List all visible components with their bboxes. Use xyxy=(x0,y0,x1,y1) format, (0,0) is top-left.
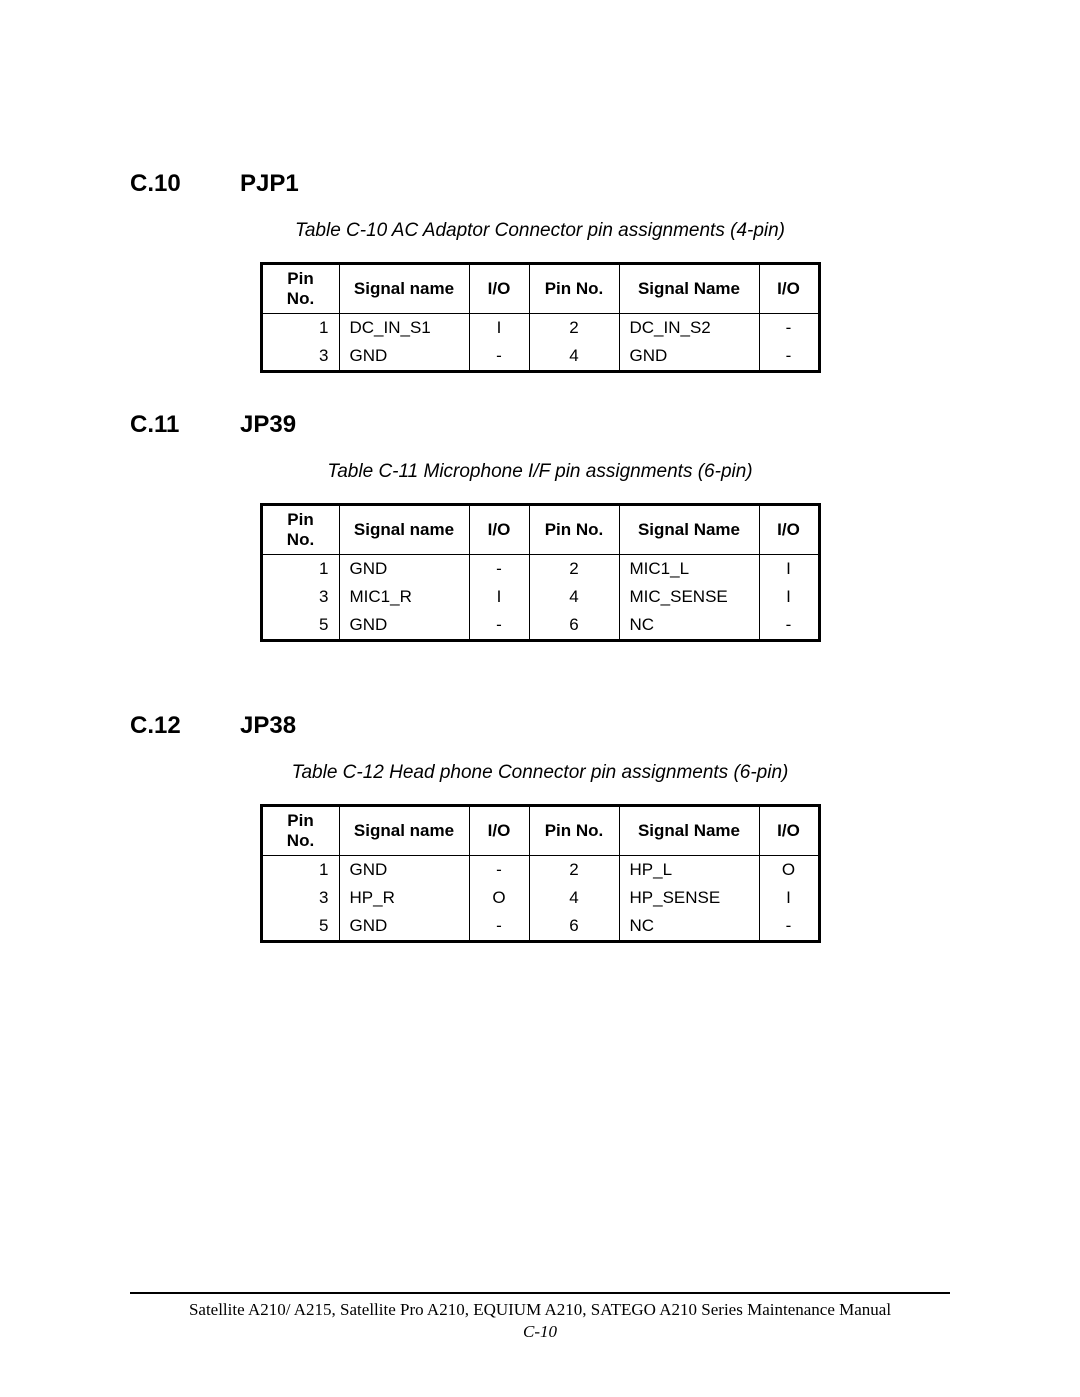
table-cell: 6 xyxy=(529,912,619,942)
table-caption: Table C-10 AC Adaptor Connector pin assi… xyxy=(130,220,950,242)
table-cell: - xyxy=(469,912,529,942)
table-cell: HP_L xyxy=(619,856,759,885)
table-cell: I xyxy=(759,555,819,584)
table-cell: GND xyxy=(339,342,469,372)
section-number: C.10 xyxy=(130,170,240,198)
table-cell: MIC1_L xyxy=(619,555,759,584)
table-cell: DC_IN_S2 xyxy=(619,314,759,343)
table-cell: 2 xyxy=(529,555,619,584)
section-C-10: C.10PJP1 Table C-10 AC Adaptor Connector … xyxy=(130,170,950,373)
table-cell: - xyxy=(759,342,819,372)
table-cell: GND xyxy=(339,912,469,942)
table-cell: GND xyxy=(339,555,469,584)
table-cell: 2 xyxy=(529,856,619,885)
table-row: 1DC_IN_S1I2DC_IN_S2- xyxy=(261,314,819,343)
table-row: 5GND-6NC- xyxy=(261,912,819,942)
table-header: Signal Name xyxy=(619,505,759,555)
table-header: Pin No. xyxy=(261,806,339,856)
table-cell: O xyxy=(469,884,529,912)
table-header: I/O xyxy=(469,806,529,856)
pin-table: Pin No.Signal nameI/OPin No.Signal NameI… xyxy=(260,804,821,943)
table-cell: NC xyxy=(619,912,759,942)
table-header: Signal name xyxy=(339,264,469,314)
table-row: 3MIC1_RI4MIC_SENSEI xyxy=(261,583,819,611)
table-cell: GND xyxy=(339,856,469,885)
table-cell: GND xyxy=(339,611,469,641)
table-cell: HP_SENSE xyxy=(619,884,759,912)
section-number: C.11 xyxy=(130,411,240,439)
table-header: I/O xyxy=(759,264,819,314)
table-cell: 6 xyxy=(529,611,619,641)
table-header: I/O xyxy=(469,264,529,314)
page: C.10PJP1 Table C-10 AC Adaptor Connector … xyxy=(0,0,1080,1397)
page-footer: Satellite A210/ A215, Satellite Pro A210… xyxy=(130,1292,950,1342)
footer-text: Satellite A210/ A215, Satellite Pro A210… xyxy=(130,1300,950,1320)
table-cell: MIC1_R xyxy=(339,583,469,611)
table-cell: 5 xyxy=(261,611,339,641)
table-cell: - xyxy=(759,611,819,641)
footer-page-number: C-10 xyxy=(130,1322,950,1342)
table-caption: Table C-11 Microphone I/F pin assignment… xyxy=(130,461,950,483)
table-cell: 4 xyxy=(529,884,619,912)
table-cell: 5 xyxy=(261,912,339,942)
table-row: 3HP_RO4HP_SENSEI xyxy=(261,884,819,912)
table-cell: MIC_SENSE xyxy=(619,583,759,611)
table-cell: DC_IN_S1 xyxy=(339,314,469,343)
table-cell: 3 xyxy=(261,884,339,912)
table-header: I/O xyxy=(469,505,529,555)
table-cell: 1 xyxy=(261,856,339,885)
table-row: 5GND-6NC- xyxy=(261,611,819,641)
pin-table: Pin No.Signal nameI/OPin No.Signal NameI… xyxy=(260,262,821,373)
table-header: I/O xyxy=(759,806,819,856)
table-cell: 4 xyxy=(529,342,619,372)
table-cell: 1 xyxy=(261,314,339,343)
table-header: Pin No. xyxy=(261,505,339,555)
table-header: Signal name xyxy=(339,505,469,555)
section-title: JP38 xyxy=(240,712,296,739)
table-cell: HP_R xyxy=(339,884,469,912)
table-cell: 3 xyxy=(261,342,339,372)
section-C-12: C.12JP38 Table C-12 Head phone Connector … xyxy=(130,712,950,943)
table-cell: I xyxy=(469,583,529,611)
table-cell: I xyxy=(759,884,819,912)
table-row: 1GND-2MIC1_LI xyxy=(261,555,819,584)
table-cell: 3 xyxy=(261,583,339,611)
table-cell: - xyxy=(469,342,529,372)
table-cell: - xyxy=(759,314,819,343)
footer-divider xyxy=(130,1292,950,1294)
table-cell: 2 xyxy=(529,314,619,343)
table-cell: GND xyxy=(619,342,759,372)
table-cell: - xyxy=(469,555,529,584)
pin-table: Pin No.Signal nameI/OPin No.Signal NameI… xyxy=(260,503,821,642)
table-header: Signal Name xyxy=(619,806,759,856)
table-cell: 4 xyxy=(529,583,619,611)
table-cell: O xyxy=(759,856,819,885)
table-caption: Table C-12 Head phone Connector pin assi… xyxy=(130,762,950,784)
table-header: Pin No. xyxy=(529,264,619,314)
table-header: I/O xyxy=(759,505,819,555)
table-cell: I xyxy=(759,583,819,611)
section-heading: C.11JP39 xyxy=(130,411,950,439)
table-cell: 1 xyxy=(261,555,339,584)
table-header: Signal name xyxy=(339,806,469,856)
table-cell: - xyxy=(469,611,529,641)
table-cell: I xyxy=(469,314,529,343)
section-heading: C.12JP38 xyxy=(130,712,950,740)
table-row: 1GND-2HP_LO xyxy=(261,856,819,885)
table-header: Pin No. xyxy=(529,806,619,856)
section-heading: C.10PJP1 xyxy=(130,170,950,198)
table-cell: NC xyxy=(619,611,759,641)
section-C-11: C.11JP39 Table C-11 Microphone I/F pin as… xyxy=(130,411,950,642)
table-row: 3GND-4GND- xyxy=(261,342,819,372)
section-title: JP39 xyxy=(240,411,296,438)
table-cell: - xyxy=(759,912,819,942)
section-number: C.12 xyxy=(130,712,240,740)
table-cell: - xyxy=(469,856,529,885)
table-header: Pin No. xyxy=(529,505,619,555)
sections-container: C.10PJP1 Table C-10 AC Adaptor Connector … xyxy=(130,170,950,943)
table-header: Signal Name xyxy=(619,264,759,314)
table-header: Pin No. xyxy=(261,264,339,314)
section-title: PJP1 xyxy=(240,170,299,197)
